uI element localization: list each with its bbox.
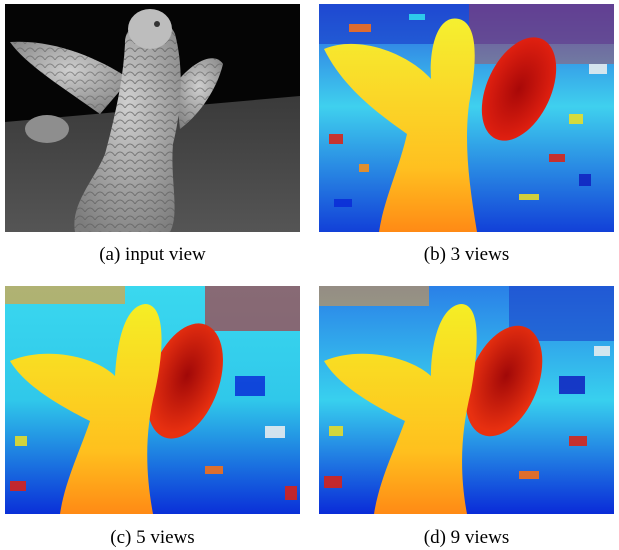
caption-5-views: (c) 5 views	[110, 527, 195, 548]
depth-map-3-views-svg	[319, 4, 614, 232]
depth-map-9-views-svg	[319, 286, 614, 514]
depth-map-9-views	[319, 286, 614, 514]
input-view-image	[5, 4, 300, 232]
input-view-svg	[5, 4, 300, 232]
caption-3-views: (b) 3 views	[423, 244, 510, 265]
caption-input-view: (a) input view	[99, 244, 206, 265]
depth-map-3-views	[319, 4, 614, 232]
caption-9-views: (d) 9 views	[423, 527, 510, 548]
depth-map-5-views	[5, 286, 300, 514]
depth-map-5-views-svg	[5, 286, 300, 514]
